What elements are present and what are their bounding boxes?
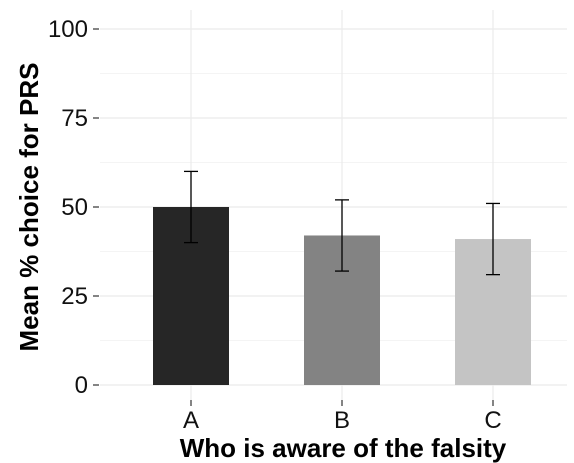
x-tick-label: C xyxy=(484,407,501,434)
y-tick-label: 0 xyxy=(75,372,88,399)
x-axis: A B C xyxy=(183,400,502,434)
x-tick-label: B xyxy=(334,407,350,434)
x-axis-title: Who is aware of the falsity xyxy=(180,433,507,463)
x-tick-label: A xyxy=(183,407,199,434)
y-tick-label: 75 xyxy=(61,105,88,132)
y-tick-label: 50 xyxy=(61,194,88,221)
y-tick-label: 100 xyxy=(48,16,88,43)
y-axis-title: Mean % choice for PRS xyxy=(14,63,44,352)
y-axis: 0 25 50 75 100 xyxy=(48,16,99,399)
error-bars xyxy=(184,170,500,276)
y-tick-label: 25 xyxy=(61,283,88,310)
